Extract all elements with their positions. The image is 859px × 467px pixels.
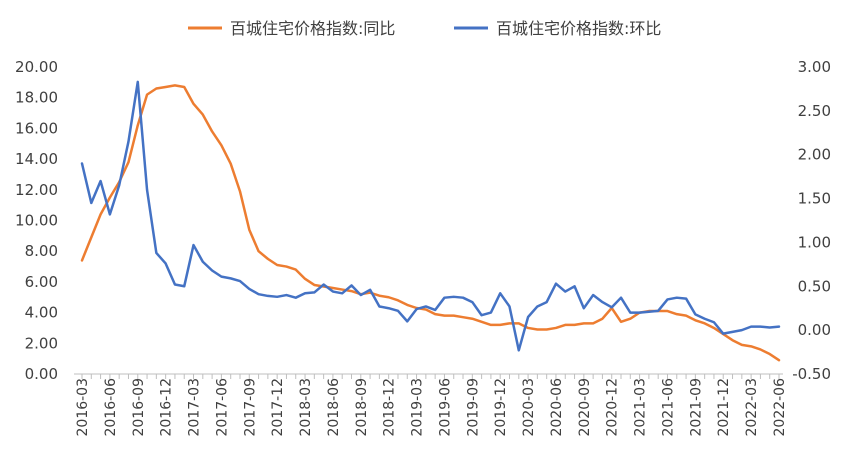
x-axis-tick-label: 2017-03 — [187, 378, 203, 437]
x-axis-tick-label: 2018-09 — [354, 378, 370, 437]
x-axis-tick-label: 2016-06 — [103, 378, 119, 437]
right-axis-tick-label: 1.50 — [798, 190, 831, 208]
x-axis-tick-label: 2019-06 — [437, 378, 453, 437]
x-axis-tick-label: 2022-03 — [744, 378, 760, 437]
legend-label-mom: 百城住宅价格指数:环比 — [496, 19, 661, 38]
x-axis-tick-label: 2021-03 — [633, 378, 649, 437]
x-axis-tick-label: 2021-09 — [688, 378, 704, 437]
x-axis-tick-label: 2016-09 — [131, 378, 147, 437]
right-axis: -0.50 0.00 0.50 1.00 1.50 2.00 2.50 3.00 — [792, 58, 831, 383]
right-axis-tick-label: 2.00 — [798, 146, 831, 164]
right-axis-tick-label: 0.50 — [798, 277, 831, 295]
legend: 百城住宅价格指数:同比 百城住宅价格指数:环比 — [188, 19, 661, 38]
right-axis-tick-label: -0.50 — [792, 365, 831, 383]
x-axis-tick-label: 2018-12 — [382, 378, 398, 437]
left-axis-tick-label: 10.00 — [15, 212, 58, 230]
left-axis-tick-label: 18.00 — [15, 89, 58, 107]
x-axis-tick-label: 2019-09 — [465, 378, 481, 437]
x-axis-tick-label: 2016-03 — [75, 378, 91, 437]
x-axis-tick-label: 2020-09 — [577, 378, 593, 437]
left-axis-tick-label: 2.00 — [25, 334, 58, 352]
x-axis-tick-label: 2020-06 — [549, 378, 565, 437]
series-layer — [80, 80, 781, 362]
legend-label-yoy: 百城住宅价格指数:同比 — [230, 19, 395, 38]
series-line-yoy — [80, 84, 781, 362]
x-axis-tick-label: 2017-09 — [242, 378, 258, 437]
left-axis: 0.00 2.00 4.00 6.00 8.00 10.00 12.00 14.00 16.00… — [15, 58, 58, 383]
left-axis-tick-label: 12.00 — [15, 181, 58, 199]
right-axis-tick-label: 0.00 — [798, 321, 831, 339]
x-axis-tick-label: 2016-12 — [159, 378, 175, 437]
x-axis-tick-label: 2018-06 — [326, 378, 342, 437]
x-axis-tick-label: 2017-06 — [214, 378, 230, 437]
x-axis-tick-label: 2017-12 — [270, 378, 286, 437]
x-axis-tick-label: 2019-03 — [410, 378, 426, 437]
left-axis-tick-label: 6.00 — [25, 273, 58, 291]
left-axis-tick-label: 0.00 — [25, 365, 58, 383]
x-axis-tick-label: 2021-06 — [660, 378, 676, 437]
x-axis-tick-label: 2020-12 — [605, 378, 621, 437]
x-axis-tick-label: 2020-03 — [521, 378, 537, 437]
right-axis-tick-label: 1.00 — [798, 233, 831, 251]
left-axis-tick-label: 16.00 — [15, 119, 58, 137]
left-axis-tick-label: 8.00 — [25, 242, 58, 260]
left-axis-tick-label: 4.00 — [25, 304, 58, 322]
left-axis-tick-label: 14.00 — [15, 150, 58, 168]
x-axis-tick-label: 2022-06 — [772, 378, 788, 437]
left-axis-tick-label: 20.00 — [15, 58, 58, 76]
x-axis-tick-label: 2018-03 — [298, 378, 314, 437]
x-axis-tick-label: 2021-12 — [716, 378, 732, 437]
right-axis-tick-label: 3.00 — [798, 58, 831, 76]
x-axis-tick-label: 2019-12 — [493, 378, 509, 437]
right-axis-tick-label: 2.50 — [798, 102, 831, 120]
x-axis: 2016-03 2016-06 2016-09 2016-12 2017-03 2017-… — [74, 373, 788, 437]
series-line-mom — [80, 80, 781, 352]
